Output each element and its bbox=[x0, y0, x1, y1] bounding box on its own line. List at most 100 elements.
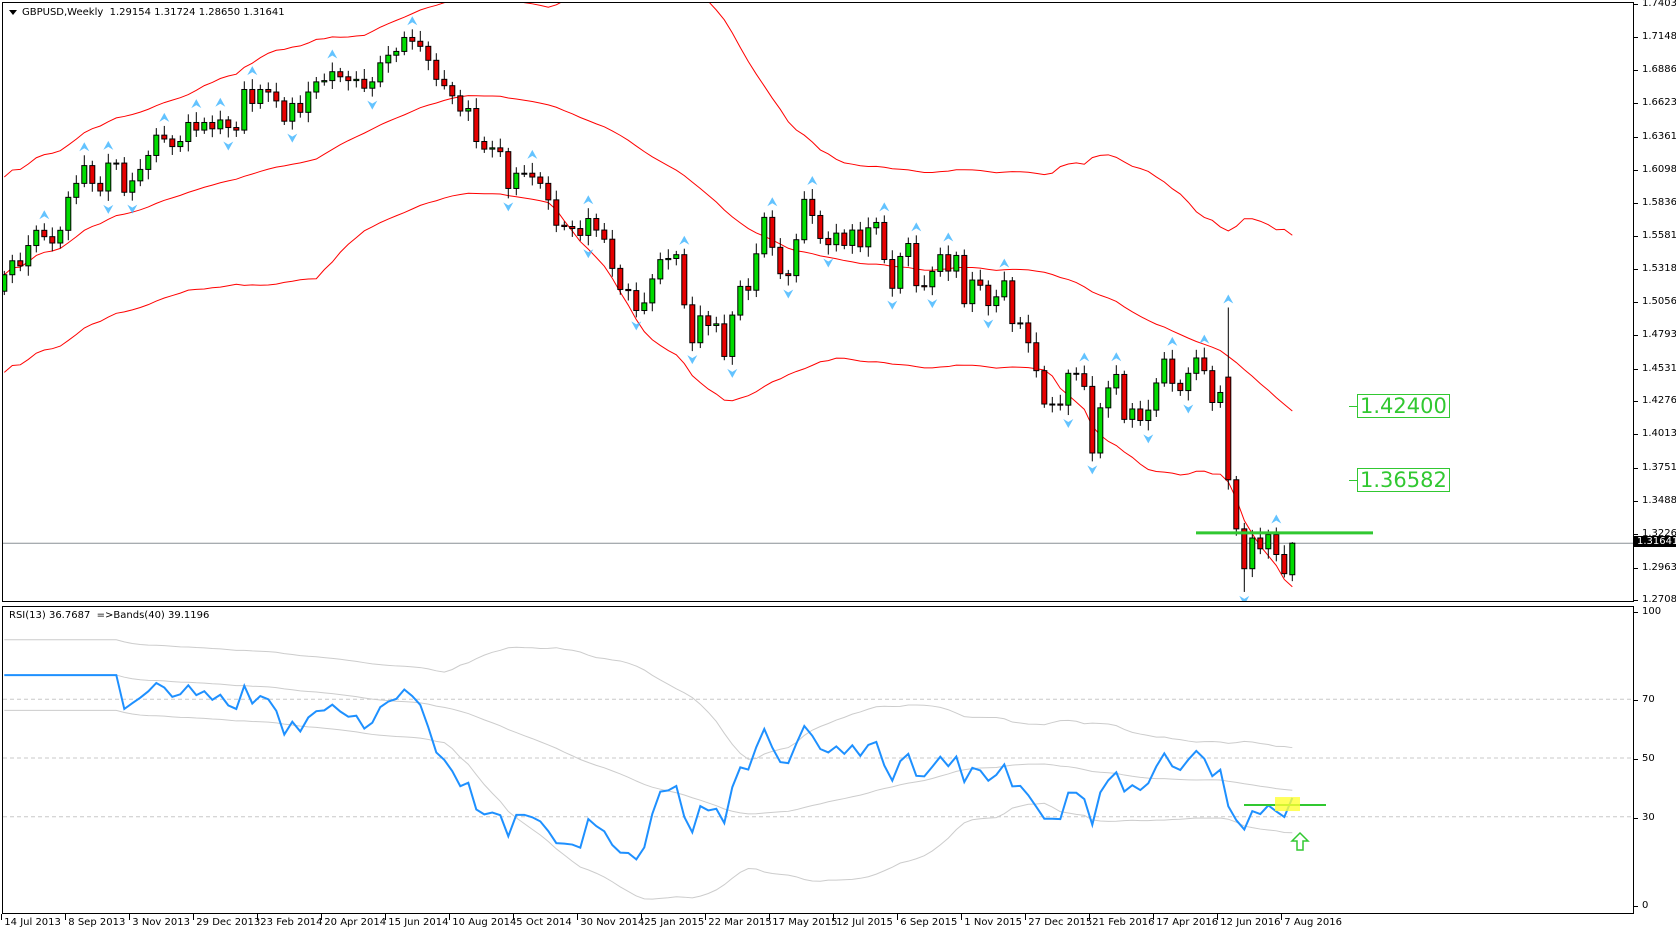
fractal-down-arrow-icon bbox=[1183, 404, 1194, 414]
date-axis-tick: 17 May 2015 bbox=[769, 914, 838, 928]
bearish-candle bbox=[457, 95, 464, 112]
bullish-candle bbox=[1193, 357, 1200, 374]
bearish-candle bbox=[1089, 385, 1096, 454]
bearish-candle bbox=[473, 108, 480, 143]
bullish-candle bbox=[1145, 409, 1152, 422]
bearish-candle bbox=[441, 78, 448, 87]
fractal-down-arrow-icon bbox=[1143, 434, 1154, 444]
bullish-candle bbox=[129, 180, 136, 193]
fractal-down-arrow-icon bbox=[223, 141, 234, 151]
fractal-down-arrow-icon bbox=[1239, 595, 1250, 601]
bearish-candle bbox=[785, 273, 792, 277]
bullish-candle bbox=[65, 196, 72, 231]
bullish-candle bbox=[313, 81, 320, 93]
bearish-candle bbox=[881, 221, 888, 261]
bullish-candle bbox=[1249, 537, 1256, 570]
bearish-candle bbox=[273, 91, 280, 102]
rsi-highlight-box bbox=[1275, 797, 1300, 812]
price-axis-tick: 1.34885 bbox=[1633, 496, 1676, 506]
bearish-candle bbox=[977, 279, 984, 286]
bearish-candle bbox=[1057, 403, 1064, 406]
bearish-candle bbox=[681, 254, 688, 306]
dropdown-triangle-icon[interactable] bbox=[9, 9, 17, 15]
fractal-up-arrow-icon bbox=[943, 232, 954, 242]
bearish-candle bbox=[889, 259, 896, 289]
price-plot-area bbox=[3, 3, 1633, 601]
rsi-indicator-pane[interactable]: RSI(13) 36.7687 =>Bands(40) 39.1196 bbox=[2, 606, 1634, 914]
bullish-candle bbox=[521, 172, 528, 175]
price-axis-tick: 1.45310 bbox=[1633, 363, 1676, 374]
bearish-candle bbox=[249, 88, 256, 104]
fractal-up-arrow-icon bbox=[1079, 352, 1090, 362]
rsi-axis-tick: 100 bbox=[1633, 606, 1662, 617]
fractal-up-arrow-icon bbox=[527, 149, 538, 159]
price-label-0[interactable]: 1.42400 bbox=[1357, 393, 1450, 418]
bullish-candle bbox=[953, 254, 960, 272]
rsi-lower-band bbox=[4, 709, 1293, 900]
price-axis-tick: 1.71485 bbox=[1633, 31, 1676, 42]
bearish-candle bbox=[409, 36, 416, 42]
bearish-candle bbox=[577, 228, 584, 236]
bearish-candle bbox=[49, 236, 56, 244]
price-axis-tick: 1.29635 bbox=[1633, 562, 1676, 573]
price-label-1[interactable]: 1.36582 bbox=[1357, 467, 1450, 492]
bullish-candle bbox=[697, 315, 704, 344]
fractal-down-arrow-icon bbox=[783, 289, 794, 299]
bullish-candle bbox=[1217, 391, 1224, 403]
fractal-up-arrow-icon bbox=[999, 258, 1010, 268]
fractal-up-arrow-icon bbox=[1199, 334, 1210, 344]
bearish-candle bbox=[1241, 528, 1248, 570]
bullish-candle bbox=[385, 54, 392, 64]
bearish-candle bbox=[689, 304, 696, 344]
fractal-up-arrow-icon bbox=[911, 222, 922, 232]
bullish-candle bbox=[369, 81, 376, 89]
date-axis-tick: 17 Apr 2016 bbox=[1153, 914, 1219, 928]
bullish-candle bbox=[1265, 534, 1272, 550]
bullish-candle bbox=[937, 254, 944, 272]
bullish-candle bbox=[1049, 403, 1056, 406]
date-axis-tick: 8 Sep 2013 bbox=[65, 914, 126, 928]
rsi-axis-tick: 0 bbox=[1633, 900, 1649, 911]
bullish-candle bbox=[513, 172, 520, 189]
date-axis-tick: 3 Nov 2013 bbox=[129, 914, 190, 928]
fractal-down-arrow-icon bbox=[1087, 465, 1098, 475]
bearish-candle bbox=[433, 59, 440, 80]
fractal-up-arrow-icon bbox=[583, 195, 594, 205]
bullish-candle bbox=[1097, 407, 1104, 454]
bullish-candle bbox=[289, 102, 296, 122]
bearish-candle bbox=[361, 78, 368, 89]
price-axis-tick: 1.42760 bbox=[1633, 396, 1676, 406]
price-axis-tick: 1.58360 bbox=[1633, 198, 1676, 208]
fractal-up-arrow-icon bbox=[159, 112, 170, 122]
bullish-candle bbox=[1065, 372, 1072, 406]
price-axis-tick: 1.53185 bbox=[1633, 263, 1676, 274]
price-axis-tick: 1.63610 bbox=[1633, 131, 1676, 142]
bearish-candle bbox=[481, 141, 488, 150]
bearish-candle bbox=[593, 218, 600, 231]
price-chart-svg bbox=[3, 3, 1633, 601]
bullish-candle bbox=[873, 221, 880, 229]
fractal-up-arrow-icon bbox=[327, 49, 338, 59]
date-axis-tick: 7 Aug 2016 bbox=[1281, 914, 1342, 928]
bullish-candle bbox=[673, 254, 680, 259]
bearish-candle bbox=[225, 119, 232, 129]
date-axis-tick: 27 Dec 2015 bbox=[1025, 914, 1093, 928]
bullish-candle bbox=[377, 62, 384, 83]
bullish-candle bbox=[897, 255, 904, 289]
fractal-up-arrow-icon bbox=[807, 176, 818, 186]
bearish-candle bbox=[777, 246, 784, 275]
price-chart-pane[interactable]: GBPUSD,Weekly 1.29154 1.31724 1.28650 1.… bbox=[2, 2, 1634, 602]
bullish-candle bbox=[113, 162, 120, 165]
bearish-candle bbox=[569, 226, 576, 230]
bullish-candle bbox=[353, 78, 360, 82]
date-axis-tick: 20 Apr 2014 bbox=[321, 914, 387, 928]
price-axis-tick: 1.37510 bbox=[1633, 462, 1676, 473]
bearish-candle bbox=[553, 199, 560, 226]
fractal-down-arrow-icon bbox=[927, 299, 938, 309]
current-price-label: 1.31641 bbox=[1634, 536, 1676, 548]
bullish-candle bbox=[649, 278, 656, 304]
bullish-candle bbox=[833, 232, 840, 246]
price-axis-tick: 1.40135 bbox=[1633, 429, 1676, 439]
bullish-candle bbox=[3, 274, 8, 292]
bearish-candle bbox=[561, 224, 568, 228]
